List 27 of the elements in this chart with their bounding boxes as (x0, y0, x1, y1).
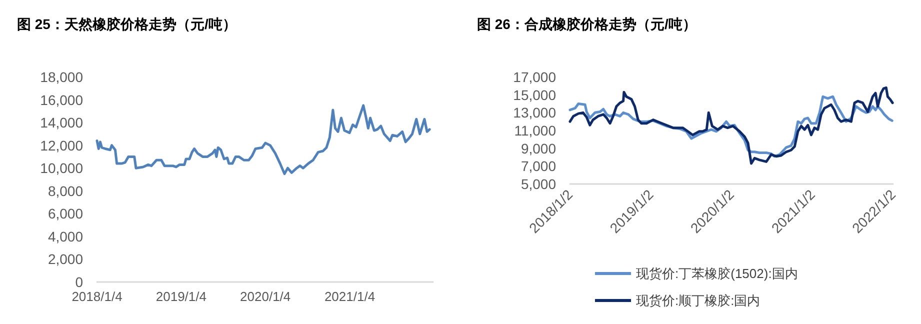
x-tick-label: 2021/1/4 (324, 289, 376, 304)
y-tick-label: 14,000 (40, 114, 84, 131)
y-tick-label: 0 (75, 274, 84, 290)
y-tick-label: 4,000 (48, 228, 84, 244)
y-tick-label: 16,000 (40, 92, 84, 108)
y-tick-label: 2,000 (48, 251, 84, 268)
y-tick-label: 6,000 (48, 206, 84, 222)
y-tick-label: 11,000 (514, 122, 556, 138)
x-tick-label: 2020/1/4 (240, 289, 291, 304)
legend-label: 现货价:顺丁橡胶:国内 (636, 293, 760, 308)
y-tick-label: 7,000 (520, 158, 556, 174)
x-tick-label: 2019/1/4 (156, 289, 206, 304)
y-tick-label: 17,000 (513, 69, 556, 85)
chart-title: 图 26：合成橡胶价格走势（元/吨） (477, 16, 696, 32)
y-tick-label: 10,000 (40, 160, 84, 176)
y-tick-label: 12,000 (40, 137, 84, 154)
y-tick-label: 8,000 (48, 182, 84, 199)
x-tick-label: 2018/1/4 (72, 289, 122, 304)
line-series (568, 86, 894, 165)
y-tick-label: 13,000 (513, 104, 556, 121)
y-tick-label: 9,000 (520, 140, 556, 156)
y-tick-label: 18,000 (40, 69, 84, 85)
legend-label: 现货价:丁苯橡胶(1502):国内 (636, 266, 798, 281)
y-tick-label: 15,000 (513, 86, 556, 103)
chart-title: 图 25：天然橡胶价格走势（元/吨） (17, 16, 236, 32)
y-tick-label: 5,000 (520, 176, 556, 192)
line-series (96, 104, 431, 176)
